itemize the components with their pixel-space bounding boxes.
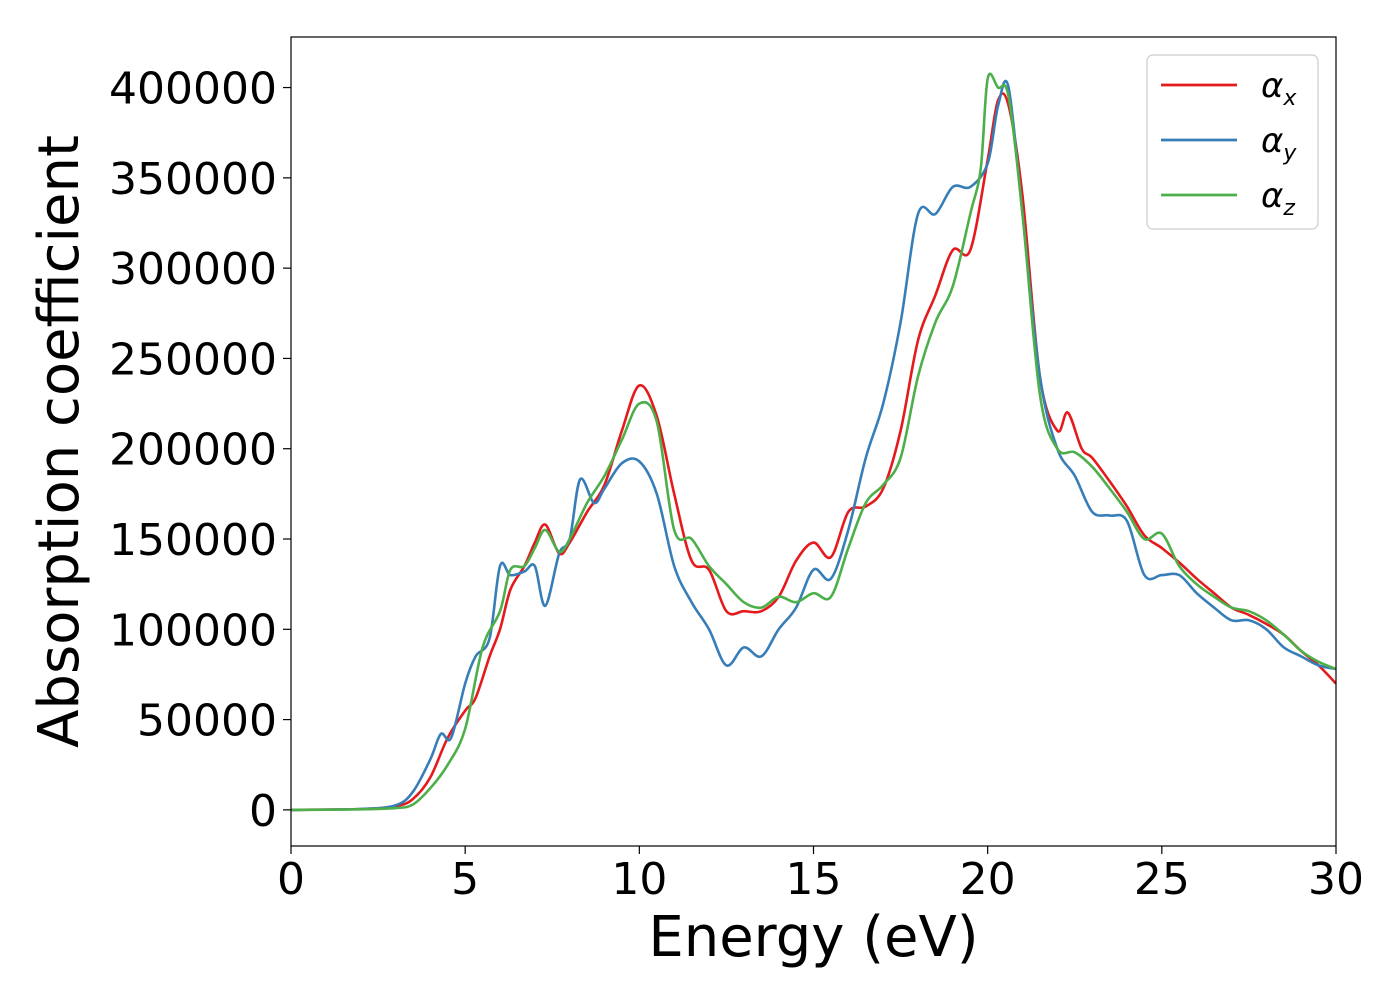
x-tick-label: 15 xyxy=(786,854,842,905)
y-tick-label: 50000 xyxy=(137,696,277,747)
x-tick-label: 5 xyxy=(451,854,479,905)
legend-label: αz xyxy=(1261,176,1295,221)
legend-label: αy xyxy=(1261,121,1297,166)
series-layer xyxy=(291,72,1336,812)
series-line-αx xyxy=(291,92,1336,812)
x-tick-label: 20 xyxy=(960,854,1016,905)
x-tick-label: 25 xyxy=(1134,854,1190,905)
x-tick-label: 30 xyxy=(1308,854,1364,905)
legend-label: αx xyxy=(1261,66,1297,111)
legend-box xyxy=(1146,54,1319,230)
y-axis-ticks: 0 50000 100000 150000 200000 250000 300000 3500… xyxy=(109,64,291,837)
y-tick-label: 250000 xyxy=(109,334,277,385)
y-tick-label: 150000 xyxy=(109,515,277,566)
y-tick-label: 200000 xyxy=(109,425,277,476)
y-tick-label: 400000 xyxy=(109,64,277,115)
y-tick-label: 100000 xyxy=(109,605,277,656)
x-tick-label: 0 xyxy=(277,854,305,905)
x-axis-ticks: 0 5 10 15 20 25 30 xyxy=(277,846,1364,905)
y-tick-label: 300000 xyxy=(109,244,277,295)
x-tick-label: 10 xyxy=(611,854,667,905)
series-line-αy xyxy=(291,79,1336,812)
y-axis-label: Absorption coefficient xyxy=(27,135,92,748)
x-axis-label: Energy (eV) xyxy=(648,905,978,970)
y-tick-label: 0 xyxy=(249,786,277,837)
legend: αx αy αz xyxy=(1146,54,1319,230)
y-tick-label: 350000 xyxy=(109,154,277,205)
series-line-αz xyxy=(291,72,1336,812)
